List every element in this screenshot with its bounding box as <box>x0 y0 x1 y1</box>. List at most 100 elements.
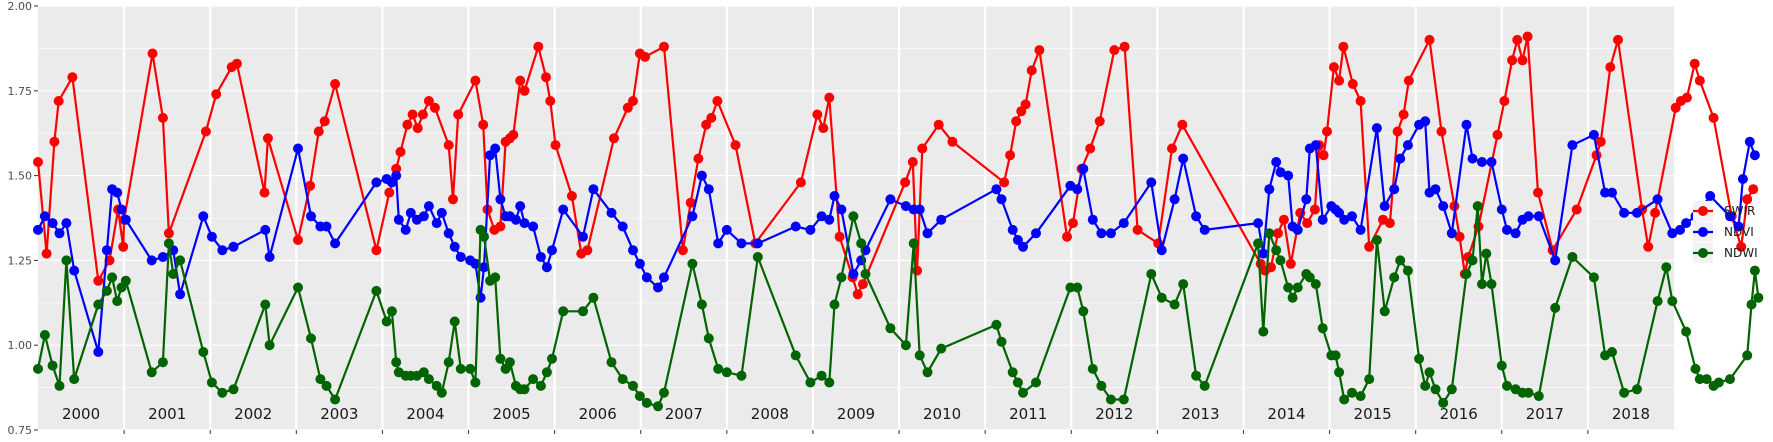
data-point-ndwi <box>120 275 131 286</box>
data-point-ndvi <box>206 231 217 242</box>
data-point-ndvi <box>1502 224 1512 235</box>
data-point-ndvi <box>293 143 303 154</box>
data-point-swir <box>211 89 222 100</box>
data-point-ndvi <box>1438 201 1449 212</box>
data-point-ndwi <box>1258 326 1269 337</box>
data-point-ndwi <box>1607 347 1617 357</box>
data-point-ndwi <box>386 306 397 317</box>
data-point-ndwi <box>1072 282 1083 293</box>
data-point-ndwi <box>848 211 859 222</box>
data-point-ndwi <box>1105 394 1116 405</box>
data-point-swir <box>795 177 806 188</box>
year-label-2006: 2006 <box>579 405 617 423</box>
data-point-ndwi <box>628 380 638 391</box>
data-point-ndwi <box>1065 282 1076 293</box>
data-point-ndwi <box>578 306 588 317</box>
data-point-ndwi <box>1156 292 1167 303</box>
data-point-ndvi <box>1310 140 1321 151</box>
data-point-ndvi <box>885 194 896 205</box>
data-point-ndvi <box>1550 255 1561 266</box>
data-point-ndwi <box>860 269 871 279</box>
data-point-ndwi <box>39 330 50 340</box>
data-point-ndwi <box>1588 272 1599 283</box>
data-point-swir <box>1278 214 1289 225</box>
data-point-swir <box>313 126 324 137</box>
data-point-ndwi <box>449 316 460 327</box>
data-point-ndvi <box>1477 157 1487 167</box>
data-point-ndwi <box>1725 374 1735 385</box>
legend-label: SWIR <box>1724 204 1755 218</box>
data-point-ndwi <box>391 357 402 368</box>
data-point-swir <box>1512 34 1523 45</box>
data-point-ndvi <box>836 204 847 215</box>
data-point-swir <box>917 143 928 154</box>
data-point-swir <box>706 112 717 123</box>
legend-key-point <box>1698 227 1708 237</box>
data-point-ndvi <box>1467 153 1478 164</box>
data-point-swir <box>1522 31 1533 42</box>
year-label-2013: 2013 <box>1181 405 1219 423</box>
data-point-ndwi <box>330 394 341 405</box>
data-point-swir <box>1643 241 1654 252</box>
data-point-ndwi <box>1690 363 1701 374</box>
data-point-swir <box>1517 55 1528 66</box>
data-point-ndwi <box>1191 370 1202 381</box>
data-point-ndwi <box>829 299 840 310</box>
data-point-swir <box>1167 143 1177 154</box>
data-point-swir <box>1605 62 1616 73</box>
data-point-ndwi <box>991 319 1002 330</box>
data-point-swir <box>1670 102 1681 113</box>
data-point-ndvi <box>1012 235 1023 245</box>
data-point-ndvi <box>1379 201 1390 212</box>
data-point-ndvi <box>330 238 341 249</box>
series-ndwi <box>33 201 1764 412</box>
data-point-swir <box>1533 187 1543 198</box>
y-axis: 0.75 1.00 1.25 1.50 1.75 2.00 <box>8 0 38 437</box>
data-point-ndwi <box>1389 272 1400 283</box>
data-point-ndvi <box>1334 207 1345 218</box>
data-point-ndwi <box>1355 391 1366 402</box>
data-point-ndwi <box>1667 296 1678 307</box>
data-point-swir <box>453 109 464 120</box>
data-point-ndvi <box>1510 228 1521 239</box>
legend-label: NDVI <box>1724 225 1754 239</box>
data-point-ndwi <box>157 357 168 368</box>
data-point-ndvi <box>198 211 209 222</box>
data-point-ndvi <box>547 245 557 256</box>
data-point-ndvi <box>495 194 506 205</box>
data-point-swir <box>640 51 650 62</box>
data-point-ndvi <box>1191 211 1202 222</box>
data-point-swir <box>1748 184 1759 195</box>
data-point-ndwi <box>1550 302 1561 313</box>
data-point-ndvi <box>996 194 1007 205</box>
data-point-swir <box>1334 75 1345 86</box>
data-point-ndvi <box>490 143 501 154</box>
data-point-swir <box>53 96 64 106</box>
data-point-swir <box>423 96 434 106</box>
data-point-ndvi <box>805 224 816 235</box>
data-point-swir <box>1424 34 1435 45</box>
data-point-swir <box>1338 41 1349 52</box>
data-point-swir <box>857 279 868 290</box>
data-point-ndwi <box>1087 363 1098 374</box>
data-point-ndvi <box>1523 211 1534 222</box>
data-point-ndwi <box>547 353 557 364</box>
data-point-swir <box>1026 65 1037 76</box>
data-point-ndvi <box>264 252 275 262</box>
data-point-ndwi <box>703 333 714 344</box>
data-point-ndvi <box>69 265 80 276</box>
data-point-swir <box>293 235 303 245</box>
data-point-swir <box>41 248 52 259</box>
data-point-swir <box>1454 231 1465 242</box>
data-point-ndvi <box>696 170 707 181</box>
data-point-swir <box>1011 116 1022 127</box>
data-point-ndwi <box>752 252 763 262</box>
data-point-ndvi <box>418 211 429 222</box>
data-point-ndwi <box>1742 350 1753 361</box>
data-point-ndvi <box>628 245 638 256</box>
data-point-ndvi <box>653 282 663 293</box>
data-point-ndwi <box>653 401 663 412</box>
data-point-swir <box>157 112 168 123</box>
data-point-ndwi <box>1701 374 1712 385</box>
data-point-swir <box>1403 75 1414 86</box>
